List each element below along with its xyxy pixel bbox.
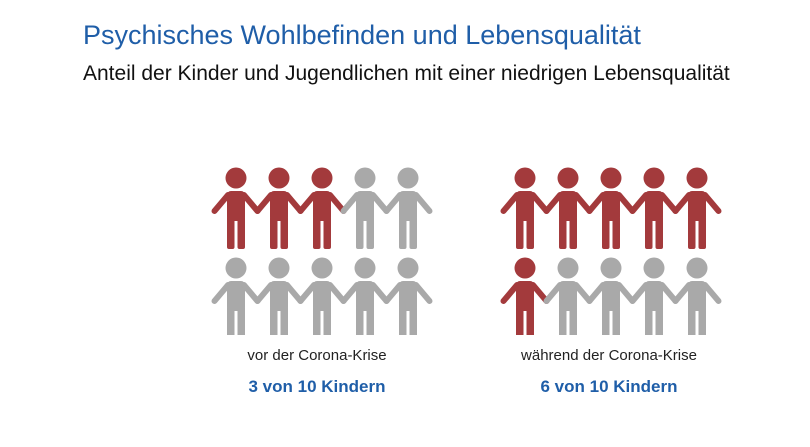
person-icon-highlighted bbox=[586, 167, 636, 249]
count-before: 3 von 10 Kindern bbox=[248, 377, 386, 396]
person-icon bbox=[254, 257, 304, 335]
person-icon bbox=[383, 167, 433, 249]
pictograph-during bbox=[497, 160, 737, 335]
caption-during: während der Corona-Krise bbox=[521, 347, 697, 364]
page-subtitle: Anteil der Kinder und Jugendlichen mit e… bbox=[83, 62, 730, 85]
person-icon-highlighted bbox=[297, 167, 347, 249]
person-icon bbox=[340, 167, 390, 249]
page-title: Psychisches Wohlbefinden und Lebensquali… bbox=[83, 20, 641, 50]
person-icon-highlighted bbox=[211, 167, 261, 249]
people-grid-before bbox=[211, 167, 433, 335]
person-icon bbox=[543, 257, 593, 335]
person-icon bbox=[383, 257, 433, 335]
count-during: 6 von 10 Kindern bbox=[540, 377, 678, 396]
person-icon-highlighted bbox=[500, 257, 550, 335]
person-icon-highlighted bbox=[672, 167, 722, 249]
person-icon bbox=[297, 257, 347, 335]
person-icon-highlighted bbox=[543, 167, 593, 249]
person-icon bbox=[672, 257, 722, 335]
person-icon-highlighted bbox=[254, 167, 304, 249]
caption-before: vor der Corona-Krise bbox=[247, 347, 387, 364]
person-icon-highlighted bbox=[500, 167, 550, 249]
person-icon bbox=[629, 257, 679, 335]
person-icon bbox=[340, 257, 390, 335]
person-icon bbox=[586, 257, 636, 335]
person-icon bbox=[211, 257, 261, 335]
person-icon-highlighted bbox=[629, 167, 679, 249]
people-grid-during bbox=[500, 167, 722, 335]
pictograph-before bbox=[208, 160, 448, 335]
